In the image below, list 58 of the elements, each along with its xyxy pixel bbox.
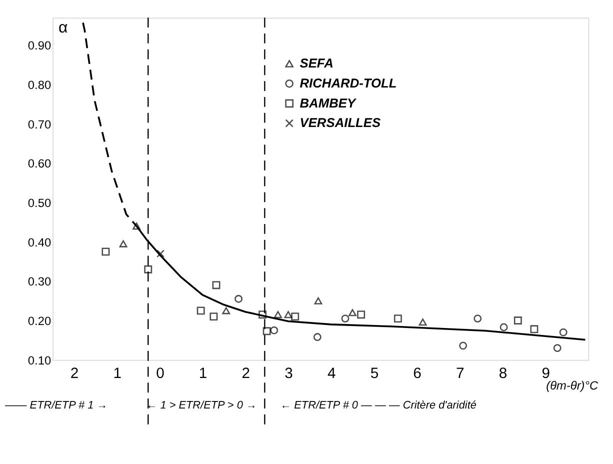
point — [234, 294, 243, 303]
y-axis-title: α — [58, 20, 68, 37]
point — [222, 307, 230, 314]
x-tick-label: 8 — [498, 366, 508, 382]
y-tick-label: 0.60 — [28, 156, 52, 171]
point — [559, 328, 568, 336]
point — [144, 265, 152, 274]
point — [500, 323, 508, 332]
point — [394, 314, 402, 323]
x-tick-label: 6 — [413, 366, 422, 382]
x-tick-label: 4 — [327, 366, 336, 382]
point — [341, 314, 350, 323]
x-tick-label: 2 — [242, 366, 250, 382]
point — [212, 281, 220, 290]
point — [357, 310, 366, 319]
point — [119, 240, 128, 248]
x-tick-label: 3 — [284, 366, 293, 382]
text: ← 1 > ETR/ETP > 0 → — [146, 399, 257, 412]
legend-label: RICHARD-TOLL — [300, 76, 397, 91]
y-tick-label: 0.80 — [28, 78, 52, 92]
y-tick-label: 0.20 — [28, 314, 52, 328]
y-tick-label: 0.30 — [28, 274, 52, 289]
y-tick-label: 0.90 — [28, 38, 52, 53]
x-tick-label: 0 — [156, 366, 164, 382]
point — [514, 316, 522, 324]
point — [291, 312, 300, 321]
y-tick-label: 0.70 — [28, 117, 52, 132]
point — [132, 222, 141, 230]
y-tick-label: 0.10 — [28, 353, 52, 368]
y-tick-label: 0.40 — [28, 235, 52, 250]
x-tick-label: 7 — [456, 366, 464, 382]
text: ← ETR/ETP # 0 — — — Critère d'aridité — [280, 399, 476, 412]
x-tick-label: 1 — [113, 366, 122, 382]
x-tick-label: 2 — [70, 366, 79, 382]
point — [553, 344, 562, 352]
point — [196, 306, 205, 315]
point — [314, 297, 322, 304]
point — [530, 325, 538, 334]
x-tick-label: 1 — [198, 366, 208, 382]
point — [418, 318, 427, 326]
point — [348, 309, 356, 316]
point — [210, 312, 218, 321]
legend-label: BAMBEY — [300, 95, 357, 110]
point — [270, 326, 278, 334]
point — [156, 250, 165, 258]
y-tick-label: 0.50 — [28, 196, 52, 210]
point — [459, 342, 468, 350]
legend-label: VERSAILLES — [300, 115, 382, 130]
point — [284, 311, 292, 318]
legend-label: SEFA — [300, 56, 334, 71]
point — [313, 333, 322, 341]
point — [258, 310, 267, 319]
point — [102, 248, 110, 256]
point — [474, 314, 482, 323]
point — [262, 327, 271, 336]
text: —— ETR/ETP # 1 → — [4, 399, 108, 412]
point — [274, 311, 282, 318]
x-tick-label: 5 — [370, 366, 379, 382]
